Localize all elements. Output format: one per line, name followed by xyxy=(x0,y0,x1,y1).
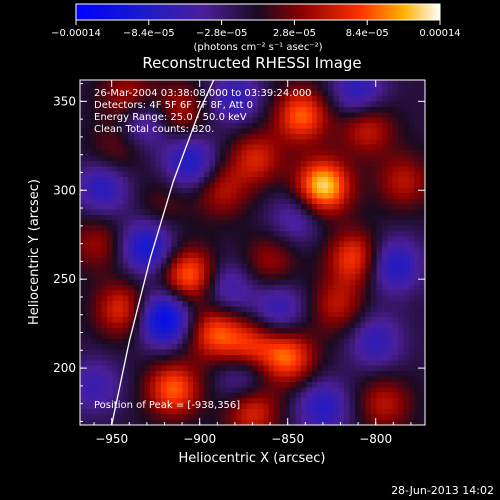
colorbar-tick-label: 2.8e−05 xyxy=(273,28,316,39)
colorbar-tick-label: −0.00014 xyxy=(51,28,101,39)
x-tick-label: −850 xyxy=(271,432,304,446)
annotation-line: 26-Mar-2004 03:38:08.000 to 03:39:24.000 xyxy=(94,88,312,99)
y-tick-label: 250 xyxy=(53,272,76,286)
solar-limb-curve xyxy=(111,80,215,425)
annotation-line: Energy Range: 25.0 - 50.0 keV xyxy=(94,112,247,123)
x-tick-label: −950 xyxy=(95,432,128,446)
colorbar xyxy=(75,3,441,21)
colorbar-ticks: −0.00014 −8.4e−05 −2.8e−05 2.8e−05 8.4e−05 0.… xyxy=(51,20,461,39)
colorbar-tick-label: −8.4e−05 xyxy=(123,28,175,39)
y-axis-label: Heliocentric Y (arcsec) xyxy=(27,179,42,325)
heatmap-image xyxy=(80,80,425,425)
colorbar-tick-label: 0.00014 xyxy=(419,28,460,39)
annotation-line: Clean Total counts: 820. xyxy=(94,124,214,135)
chart-title: Reconstructed RHESSI Image xyxy=(142,54,361,72)
annotation-line: Detectors: 4F 5F 6F 7F 8F, Att 0 xyxy=(94,100,253,111)
colorbar-units-label: (photons cm⁻² s⁻¹ asec⁻²) xyxy=(193,42,322,53)
x-axis-label: Heliocentric X (arcsec) xyxy=(179,451,326,466)
colorbar-tick-label: −2.8e−05 xyxy=(196,28,248,39)
y-axis-ticks: 200 250 300 350 xyxy=(53,83,425,422)
y-tick-label: 350 xyxy=(53,94,76,108)
annotation-block: 26-Mar-2004 03:38:08.000 to 03:39:24.000… xyxy=(94,88,312,135)
y-tick-label: 200 xyxy=(53,361,76,375)
peak-position-label: Position of Peak = [-938,356] xyxy=(94,400,240,411)
x-axis-ticks: −950 −900 −850 −800 xyxy=(93,80,412,446)
x-tick-label: −800 xyxy=(359,432,392,446)
colorbar-tick-label: 8.4e−05 xyxy=(346,28,389,39)
x-tick-label: −900 xyxy=(183,432,216,446)
y-tick-label: 300 xyxy=(53,183,76,197)
footer-date: 28-Jun-2013 14:02 xyxy=(391,484,494,497)
